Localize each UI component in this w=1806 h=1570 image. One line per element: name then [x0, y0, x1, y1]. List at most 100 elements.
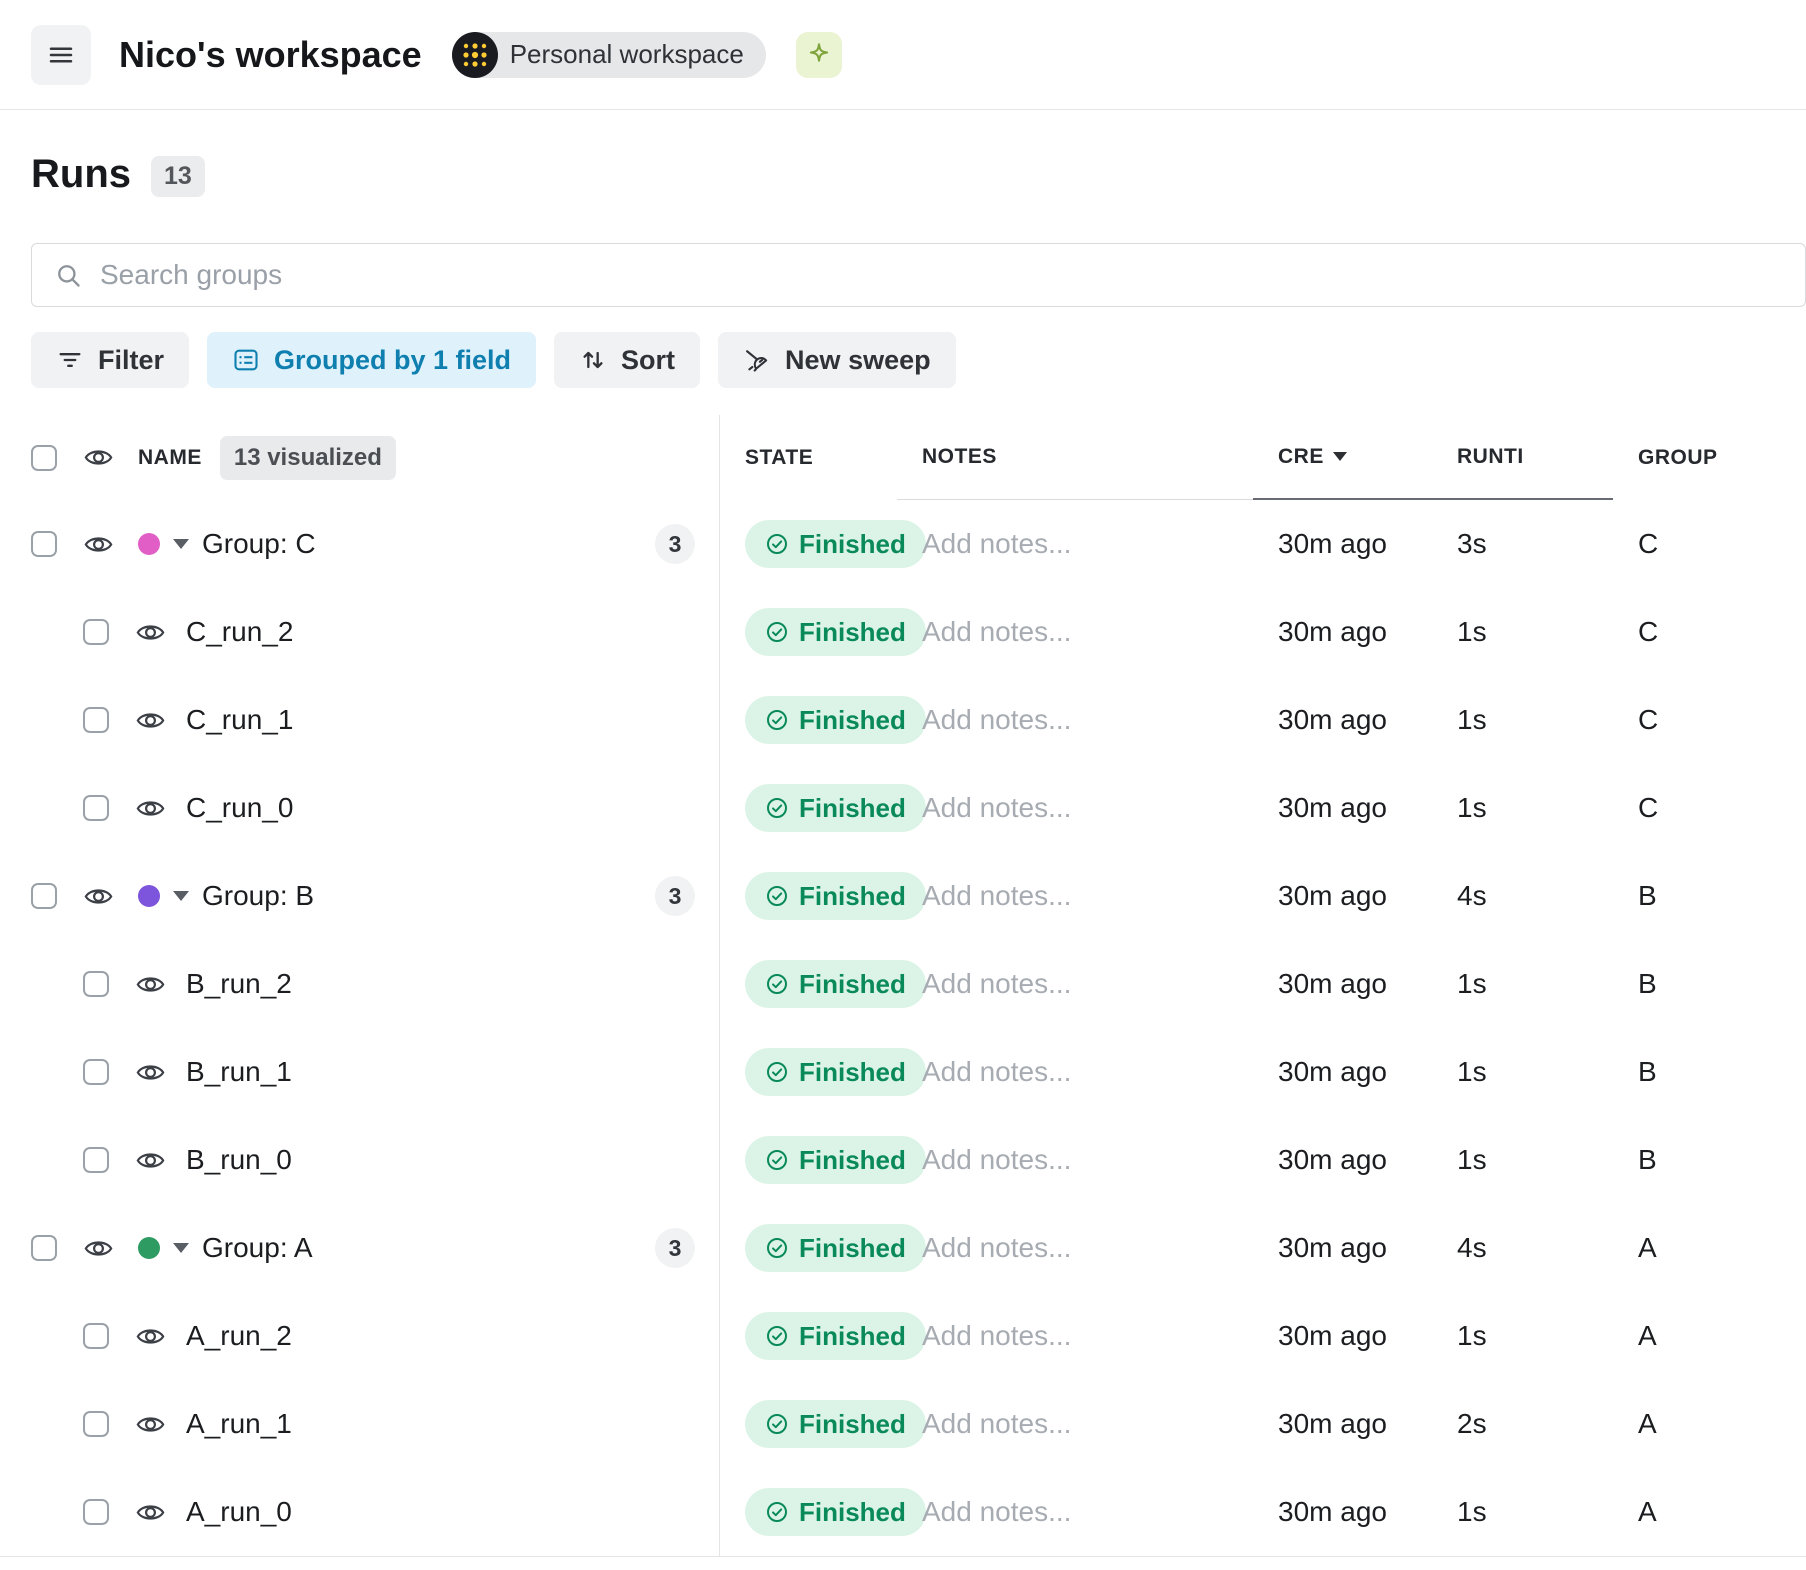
notes-cell[interactable]: Add notes...	[922, 792, 1072, 823]
created-cell: 30m ago	[1278, 616, 1387, 647]
row-checkbox[interactable]	[83, 1323, 109, 1349]
runtime-cell: 4s	[1457, 880, 1487, 911]
select-all-checkbox[interactable]	[31, 444, 57, 471]
group-cell: B	[1638, 880, 1657, 911]
collapse-caret-icon[interactable]	[173, 891, 189, 901]
row-checkbox[interactable]	[83, 795, 109, 821]
visibility-eye-icon[interactable]	[83, 529, 114, 560]
row-checkbox[interactable]	[31, 883, 57, 909]
row-label[interactable]: B_run_0	[186, 1144, 292, 1175]
row-label[interactable]: C_run_0	[186, 792, 294, 823]
visibility-eye-icon[interactable]	[135, 705, 166, 736]
row-checkbox[interactable]	[83, 1499, 109, 1525]
visibility-eye-icon[interactable]	[135, 793, 166, 824]
column-header-group[interactable]: GROUP	[1638, 445, 1718, 469]
column-header-state[interactable]: STATE	[745, 445, 814, 469]
table-row[interactable]: C_run_2 Finished Add notes... 30m ago 1s…	[0, 588, 1806, 676]
top-bar: Nico's workspace Personal workspace	[0, 0, 1806, 110]
column-header-name[interactable]: NAME	[138, 445, 202, 469]
row-checkbox[interactable]	[83, 1059, 109, 1085]
state-badge-label: Finished	[799, 1144, 906, 1175]
state-cell: Finished	[720, 852, 926, 940]
sparkle-button[interactable]	[795, 31, 842, 78]
state-badge: Finished	[745, 520, 926, 568]
table-row[interactable]: Group: C 3 Finished Add notes... 30m ago…	[0, 500, 1806, 588]
row-label[interactable]: A_run_0	[186, 1496, 292, 1527]
toggle-all-visibility-eye-icon[interactable]	[83, 442, 114, 473]
check-circle-icon	[767, 886, 787, 906]
row-checkbox[interactable]	[83, 971, 109, 997]
row-label[interactable]: C_run_1	[186, 704, 294, 735]
row-label[interactable]: Group: B	[202, 880, 315, 911]
column-header-notes[interactable]: NOTES	[897, 415, 1253, 500]
notes-cell[interactable]: Add notes...	[922, 528, 1072, 559]
state-badge: Finished	[745, 784, 926, 832]
notes-cell[interactable]: Add notes...	[922, 616, 1072, 647]
grouped-by-button[interactable]: Grouped by 1 field	[207, 332, 537, 388]
table-row[interactable]: C_run_1 Finished Add notes... 30m ago 1s…	[0, 676, 1806, 764]
visibility-eye-icon[interactable]	[135, 617, 166, 648]
hamburger-icon	[49, 47, 73, 62]
notes-cell[interactable]: Add notes...	[922, 1232, 1072, 1263]
collapse-caret-icon[interactable]	[173, 539, 189, 549]
notes-cell[interactable]: Add notes...	[922, 880, 1072, 911]
row-label[interactable]: C_run_2	[186, 616, 294, 647]
row-label[interactable]: B_run_1	[186, 1056, 292, 1087]
menu-button[interactable]	[31, 24, 91, 85]
check-circle-icon	[767, 974, 787, 994]
visibility-eye-icon[interactable]	[135, 1497, 166, 1528]
grouped-by-button-label: Grouped by 1 field	[274, 344, 512, 375]
table-row[interactable]: C_run_0 Finished Add notes... 30m ago 1s…	[0, 764, 1806, 852]
notes-cell[interactable]: Add notes...	[922, 1056, 1072, 1087]
group-cell: A	[1638, 1320, 1657, 1351]
notes-cell[interactable]: Add notes...	[922, 968, 1072, 999]
state-badge-label: Finished	[799, 880, 906, 911]
workspace-type-badge[interactable]: Personal workspace	[451, 31, 766, 78]
notes-cell[interactable]: Add notes...	[922, 1496, 1072, 1527]
search-input[interactable]	[98, 258, 1783, 292]
table-header: NAME 13 visualized STATE NOTES CRE RUNTI…	[0, 415, 1806, 500]
run-name-cell: A_run_2	[0, 1292, 720, 1380]
row-checkbox[interactable]	[31, 1235, 57, 1261]
row-label[interactable]: B_run_2	[186, 968, 292, 999]
group-count-badge: 3	[655, 524, 695, 564]
state-cell: Finished	[720, 940, 926, 1028]
row-checkbox[interactable]	[83, 619, 109, 645]
row-checkbox[interactable]	[31, 531, 57, 557]
notes-cell[interactable]: Add notes...	[922, 1144, 1072, 1175]
search-box	[31, 243, 1806, 307]
row-checkbox[interactable]	[83, 707, 109, 733]
visibility-eye-icon[interactable]	[135, 1145, 166, 1176]
visibility-eye-icon[interactable]	[135, 969, 166, 1000]
row-checkbox[interactable]	[83, 1411, 109, 1437]
visibility-eye-icon[interactable]	[135, 1321, 166, 1352]
row-label[interactable]: Group: A	[202, 1232, 313, 1263]
row-label[interactable]: A_run_2	[186, 1320, 292, 1351]
notes-cell[interactable]: Add notes...	[922, 1320, 1072, 1351]
filter-button[interactable]: Filter	[31, 332, 190, 388]
row-label[interactable]: Group: C	[202, 528, 316, 559]
table-row[interactable]: Group: B 3 Finished Add notes... 30m ago…	[0, 852, 1806, 940]
notes-cell[interactable]: Add notes...	[922, 1408, 1072, 1439]
new-sweep-button[interactable]: New sweep	[718, 332, 956, 388]
column-header-runtime[interactable]: RUNTI	[1432, 415, 1613, 500]
table-row[interactable]: A_run_1 Finished Add notes... 30m ago 2s…	[0, 1380, 1806, 1468]
row-checkbox[interactable]	[83, 1147, 109, 1173]
visibility-eye-icon[interactable]	[135, 1409, 166, 1440]
state-badge: Finished	[745, 960, 926, 1008]
visibility-eye-icon[interactable]	[135, 1057, 166, 1088]
visibility-eye-icon[interactable]	[83, 881, 114, 912]
sort-button[interactable]: Sort	[554, 332, 701, 388]
notes-cell[interactable]: Add notes...	[922, 704, 1072, 735]
table-row[interactable]: A_run_2 Finished Add notes... 30m ago 1s…	[0, 1292, 1806, 1380]
table-row[interactable]: B_run_2 Finished Add notes... 30m ago 1s…	[0, 940, 1806, 1028]
visibility-eye-icon[interactable]	[83, 1233, 114, 1264]
table-row[interactable]: A_run_0 Finished Add notes... 30m ago 1s…	[0, 1468, 1806, 1556]
row-label[interactable]: A_run_1	[186, 1408, 292, 1439]
table-row[interactable]: B_run_0 Finished Add notes... 30m ago 1s…	[0, 1116, 1806, 1204]
created-cell: 30m ago	[1278, 1320, 1387, 1351]
column-header-created[interactable]: CRE	[1253, 415, 1432, 500]
collapse-caret-icon[interactable]	[173, 1243, 189, 1253]
table-row[interactable]: Group: A 3 Finished Add notes... 30m ago…	[0, 1204, 1806, 1292]
table-row[interactable]: B_run_1 Finished Add notes... 30m ago 1s…	[0, 1028, 1806, 1116]
